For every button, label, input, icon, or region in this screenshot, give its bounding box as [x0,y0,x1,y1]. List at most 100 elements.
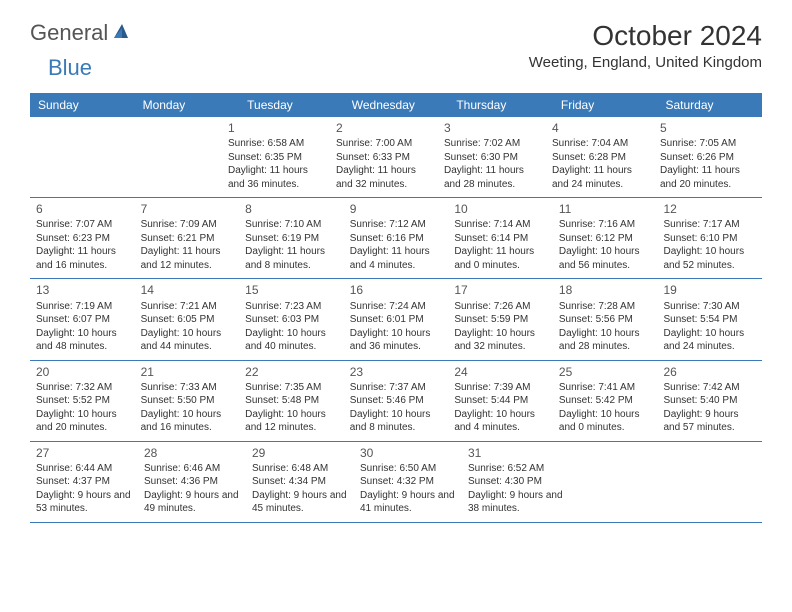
sunrise-text: Sunrise: 6:58 AM [228,137,324,151]
day-number: 3 [444,120,540,136]
sunrise-text: Sunrise: 7:16 AM [559,218,652,232]
daylight-text: Daylight: 10 hours and 56 minutes. [559,245,652,272]
sunset-text: Sunset: 4:30 PM [468,475,564,489]
day-number: 24 [454,364,547,380]
day-header-friday: Friday [553,93,658,117]
day-cell: 12Sunrise: 7:17 AMSunset: 6:10 PMDayligh… [657,198,762,278]
week-row: 27Sunrise: 6:44 AMSunset: 4:37 PMDayligh… [30,442,762,523]
sunset-text: Sunset: 6:35 PM [228,151,324,165]
sunset-text: Sunset: 5:40 PM [663,394,756,408]
day-cell: 31Sunrise: 6:52 AMSunset: 4:30 PMDayligh… [462,442,570,522]
sunrise-text: Sunrise: 7:24 AM [350,300,443,314]
empty-cell [30,117,126,197]
day-number: 12 [663,201,756,217]
day-number: 6 [36,201,129,217]
sunset-text: Sunset: 6:23 PM [36,232,129,246]
sunrise-text: Sunrise: 6:44 AM [36,462,132,476]
sunset-text: Sunset: 5:54 PM [663,313,756,327]
logo-text-blue: Blue [48,55,92,81]
day-cell: 11Sunrise: 7:16 AMSunset: 6:12 PMDayligh… [553,198,658,278]
daylight-text: Daylight: 10 hours and 52 minutes. [663,245,756,272]
empty-cell [666,442,762,522]
day-number: 19 [663,282,756,298]
day-number: 20 [36,364,129,380]
day-cell: 28Sunrise: 6:46 AMSunset: 4:36 PMDayligh… [138,442,246,522]
daylight-text: Daylight: 10 hours and 16 minutes. [141,408,234,435]
day-number: 14 [141,282,234,298]
sunrise-text: Sunrise: 7:37 AM [350,381,443,395]
day-cell: 4Sunrise: 7:04 AMSunset: 6:28 PMDaylight… [546,117,654,197]
day-cell: 24Sunrise: 7:39 AMSunset: 5:44 PMDayligh… [448,361,553,441]
day-number: 28 [144,445,240,461]
day-cell: 17Sunrise: 7:26 AMSunset: 5:59 PMDayligh… [448,279,553,359]
sunrise-text: Sunrise: 7:33 AM [141,381,234,395]
logo-sail-icon [112,22,130,45]
daylight-text: Daylight: 11 hours and 0 minutes. [454,245,547,272]
sunrise-text: Sunrise: 7:04 AM [552,137,648,151]
sunrise-text: Sunrise: 7:26 AM [454,300,547,314]
daylight-text: Daylight: 10 hours and 36 minutes. [350,327,443,354]
day-cell: 22Sunrise: 7:35 AMSunset: 5:48 PMDayligh… [239,361,344,441]
day-number: 18 [559,282,652,298]
sunrise-text: Sunrise: 7:32 AM [36,381,129,395]
sunset-text: Sunset: 6:07 PM [36,313,129,327]
daylight-text: Daylight: 10 hours and 12 minutes. [245,408,338,435]
sunrise-text: Sunrise: 7:12 AM [350,218,443,232]
day-cell: 9Sunrise: 7:12 AMSunset: 6:16 PMDaylight… [344,198,449,278]
sunset-text: Sunset: 6:03 PM [245,313,338,327]
daylight-text: Daylight: 11 hours and 20 minutes. [660,164,756,191]
sunset-text: Sunset: 5:52 PM [36,394,129,408]
sunrise-text: Sunrise: 6:50 AM [360,462,456,476]
sunset-text: Sunset: 5:56 PM [559,313,652,327]
day-cell: 26Sunrise: 7:42 AMSunset: 5:40 PMDayligh… [657,361,762,441]
logo-text-general: General [30,20,108,46]
day-number: 2 [336,120,432,136]
daylight-text: Daylight: 10 hours and 0 minutes. [559,408,652,435]
day-number: 11 [559,201,652,217]
day-header-wednesday: Wednesday [344,93,449,117]
logo: General [30,20,132,46]
sunrise-text: Sunrise: 7:19 AM [36,300,129,314]
day-cell: 21Sunrise: 7:33 AMSunset: 5:50 PMDayligh… [135,361,240,441]
day-number: 7 [141,201,234,217]
week-row: 20Sunrise: 7:32 AMSunset: 5:52 PM Dayligh… [30,361,762,442]
weeks-container: 1Sunrise: 6:58 AMSunset: 6:35 PMDaylight… [30,117,762,523]
sunrise-text: Sunrise: 7:39 AM [454,381,547,395]
daylight-text: Daylight: 9 hours and 38 minutes. [468,489,564,516]
day-cell: 8Sunrise: 7:10 AMSunset: 6:19 PMDaylight… [239,198,344,278]
day-cell: 10Sunrise: 7:14 AMSunset: 6:14 PMDayligh… [448,198,553,278]
sunset-text: Sunset: 6:10 PM [663,232,756,246]
sunset-text: Sunset: 4:32 PM [360,475,456,489]
daylight-text: Daylight: 9 hours and 53 minutes. [36,489,132,516]
sunrise-text: Sunrise: 6:46 AM [144,462,240,476]
sunset-text: Sunset: 5:59 PM [454,313,547,327]
sunrise-text: Sunrise: 7:42 AM [663,381,756,395]
sunset-text: Sunset: 5:48 PM [245,394,338,408]
sunset-text: Sunset: 6:33 PM [336,151,432,165]
day-cell: 6Sunrise: 7:07 AMSunset: 6:23 PMDaylight… [30,198,135,278]
daylight-text: Daylight: 10 hours and 48 minutes. [36,327,129,354]
calendar-grid: Sunday Monday Tuesday Wednesday Thursday… [30,93,762,523]
sunset-text: Sunset: 5:42 PM [559,394,652,408]
day-cell: 27Sunrise: 6:44 AMSunset: 4:37 PMDayligh… [30,442,138,522]
day-headers-row: Sunday Monday Tuesday Wednesday Thursday… [30,93,762,117]
sunrise-text: Sunrise: 7:10 AM [245,218,338,232]
day-number: 16 [350,282,443,298]
sunrise-text: Sunrise: 6:48 AM [252,462,348,476]
day-number: 30 [360,445,456,461]
day-cell: 14Sunrise: 7:21 AMSunset: 6:05 PMDayligh… [135,279,240,359]
day-header-tuesday: Tuesday [239,93,344,117]
daylight-text: Daylight: 11 hours and 36 minutes. [228,164,324,191]
day-cell: 2Sunrise: 7:00 AMSunset: 6:33 PMDaylight… [330,117,438,197]
sunrise-text: Sunrise: 7:21 AM [141,300,234,314]
daylight-text: Daylight: 10 hours and 32 minutes. [454,327,547,354]
day-cell: 16Sunrise: 7:24 AMSunset: 6:01 PMDayligh… [344,279,449,359]
daylight-text: Daylight: 11 hours and 32 minutes. [336,164,432,191]
day-cell: 23Sunrise: 7:37 AMSunset: 5:46 PMDayligh… [344,361,449,441]
day-number: 26 [663,364,756,380]
daylight-text: Daylight: 11 hours and 12 minutes. [141,245,234,272]
day-number: 4 [552,120,648,136]
day-cell: 19Sunrise: 7:30 AMSunset: 5:54 PMDayligh… [657,279,762,359]
day-cell: 25Sunrise: 7:41 AMSunset: 5:42 PMDayligh… [553,361,658,441]
day-number: 25 [559,364,652,380]
